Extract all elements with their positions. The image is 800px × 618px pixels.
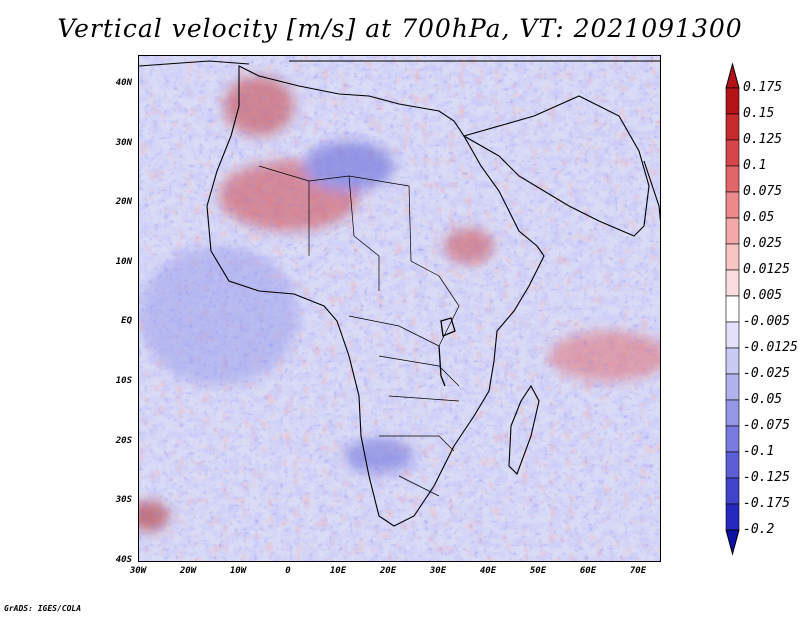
- map-canvas: [139, 56, 660, 561]
- lon-tick-label: 60E: [579, 566, 597, 576]
- colorbar-swatch: [725, 243, 740, 271]
- lon-tick-label: 30E: [429, 566, 447, 576]
- grads-credit: GrADS: IGES/COLA: [4, 604, 82, 613]
- colorbar-level-label: 0.175: [743, 80, 783, 95]
- lon-tick-label: 0: [285, 566, 291, 576]
- colorbar-level-label: -0.2: [743, 522, 775, 537]
- madagascar-coastline: [508, 384, 540, 475]
- lon-tick-label: 10W: [229, 566, 247, 576]
- lat-tick-label: 40N: [115, 78, 132, 88]
- lon-tick-label: 10E: [329, 566, 347, 576]
- lat-tick-label: 10S: [115, 376, 132, 386]
- colorbar-level-label: -0.005: [743, 314, 790, 329]
- lon-tick-label: 30W: [129, 566, 147, 576]
- plot-title: Vertical velocity [m/s] at 700hPa, VT: 2…: [57, 14, 743, 43]
- map-plot-area: [138, 55, 661, 562]
- colorbar-swatch: [725, 503, 740, 531]
- coastlines: [139, 60, 660, 527]
- india-coastline: [643, 160, 660, 222]
- lon-tick-label: 20E: [379, 566, 397, 576]
- colorbar-level-label: -0.025: [743, 366, 790, 381]
- north-coastline: [139, 60, 660, 67]
- colorbar-level-label: 0.025: [743, 236, 783, 251]
- lakes: [438, 317, 456, 387]
- lat-tick-label: 30S: [115, 495, 132, 506]
- lat-tick-label: EQ: [121, 316, 132, 327]
- lon-tick-label: 70E: [629, 566, 647, 576]
- colorbar-swatch: [725, 139, 740, 167]
- lat-tick-label: 20N: [115, 197, 132, 208]
- colorbar-level-label: -0.175: [743, 496, 790, 511]
- colorbar-swatch: [725, 373, 740, 401]
- colorbar-level-label: 0.15: [743, 106, 775, 121]
- colorbar-level-label: 0.0125: [743, 262, 790, 277]
- colorbar-level-label: -0.1: [743, 444, 775, 459]
- colorbar-level-label: 0.005: [743, 288, 783, 303]
- colorbar-level-label: 0.075: [743, 184, 783, 199]
- lon-tick-label: 50E: [529, 566, 547, 576]
- colorbar-swatch: [725, 295, 740, 323]
- lat-tick-label: 10N: [115, 256, 132, 267]
- fine-texture: [139, 56, 660, 561]
- colorbar-swatch: [725, 451, 740, 479]
- lat-tick-label: 30N: [115, 137, 132, 148]
- colorbar-level-label: -0.075: [743, 418, 790, 433]
- colorbar-level-label: -0.05: [743, 392, 783, 407]
- colorbar-swatch: [725, 191, 740, 219]
- arabia-coastline: [462, 95, 650, 237]
- colorbar-swatch: [725, 87, 740, 115]
- lat-tick-label: 40S: [115, 554, 132, 565]
- colorbar-swatch: [725, 217, 740, 245]
- colorbar-level-label: 0.05: [743, 210, 775, 225]
- colorbar-swatch: [725, 113, 740, 141]
- colorbar-level-label: 0.125: [743, 132, 783, 147]
- lon-tick-label: 20W: [179, 566, 197, 576]
- colorbar-swatch: [725, 269, 740, 297]
- africa-coastline: [206, 65, 545, 527]
- colorbar-swatch: [725, 425, 740, 453]
- lon-tick-label: 40E: [479, 566, 497, 576]
- colorbar-swatch: [725, 477, 740, 505]
- colorbar-swatch: [725, 321, 740, 349]
- colorbar-level-label: -0.0125: [743, 340, 798, 355]
- colorbar-swatch: [725, 347, 740, 375]
- colorbar-min-arrow: [725, 529, 740, 556]
- colorbar-max-arrow: [725, 62, 740, 89]
- lat-tick-label: 20S: [115, 435, 132, 446]
- colorbar-swatch: [725, 399, 740, 427]
- colorbar-level-label: -0.125: [743, 470, 790, 485]
- colorbar-swatch: [725, 165, 740, 193]
- country-borders: [258, 165, 460, 497]
- colorbar-level-label: 0.1: [743, 158, 767, 173]
